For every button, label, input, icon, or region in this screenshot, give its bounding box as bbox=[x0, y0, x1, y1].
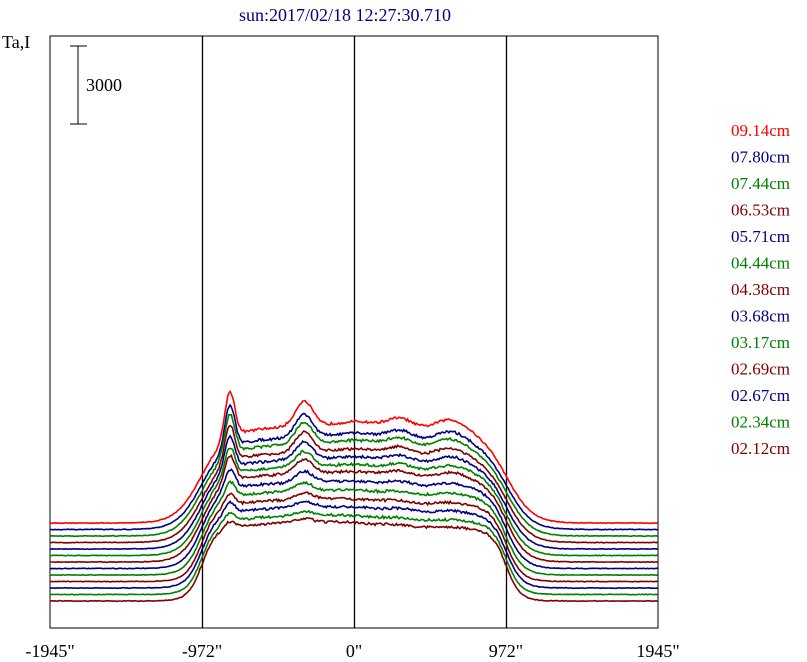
series-line-9 bbox=[49, 491, 658, 583]
series-line-3 bbox=[49, 424, 658, 544]
legend-item: 02.34cm bbox=[731, 413, 790, 432]
series-line-6 bbox=[49, 453, 658, 564]
chart-title: sun:2017/02/18 12:27:30.710 bbox=[239, 5, 451, 25]
legend-item: 07.80cm bbox=[731, 148, 790, 167]
legend-item: 02.69cm bbox=[731, 360, 790, 379]
series-line-1 bbox=[49, 403, 658, 531]
series-line-12 bbox=[49, 516, 658, 603]
series-line-4 bbox=[49, 434, 658, 551]
series-line-2 bbox=[49, 413, 658, 538]
x-tick-label: -1945" bbox=[25, 641, 74, 661]
series-line-5 bbox=[49, 447, 658, 557]
scale-bar bbox=[70, 45, 87, 125]
x-tick-labels: -1945" -972" 0" 972" 1945" bbox=[25, 641, 679, 661]
legend-item: 03.68cm bbox=[731, 307, 790, 326]
series-line-0 bbox=[49, 389, 658, 525]
x-tick-label: 972" bbox=[489, 641, 523, 661]
series-line-7 bbox=[49, 468, 658, 570]
x-tick-label: 1945" bbox=[636, 641, 679, 661]
legend-item: 03.17cm bbox=[731, 333, 790, 352]
legend-item: 05.71cm bbox=[731, 227, 790, 246]
legend-item: 04.44cm bbox=[731, 254, 790, 273]
scale-bar-label: 3000 bbox=[86, 75, 122, 95]
series-line-11 bbox=[49, 509, 658, 596]
legend-item: 07.44cm bbox=[731, 174, 790, 193]
legend: 09.14cm 07.80cm 07.44cm 06.53cm 05.71cm 04.44… bbox=[731, 121, 790, 458]
legend-item: 09.14cm bbox=[731, 121, 790, 140]
series-group bbox=[49, 389, 658, 603]
series-line-10 bbox=[50, 500, 658, 590]
legend-item: 04.38cm bbox=[731, 280, 790, 299]
vertical-reference-lines bbox=[201, 36, 508, 628]
y-axis-label: Ta,I bbox=[2, 32, 30, 52]
series-line-8 bbox=[50, 480, 658, 577]
legend-item: 06.53cm bbox=[731, 201, 790, 220]
legend-item: 02.12cm bbox=[731, 439, 790, 458]
x-tick-label: 0" bbox=[346, 641, 362, 661]
legend-item: 02.67cm bbox=[731, 386, 790, 405]
x-tick-label: -972" bbox=[182, 641, 222, 661]
